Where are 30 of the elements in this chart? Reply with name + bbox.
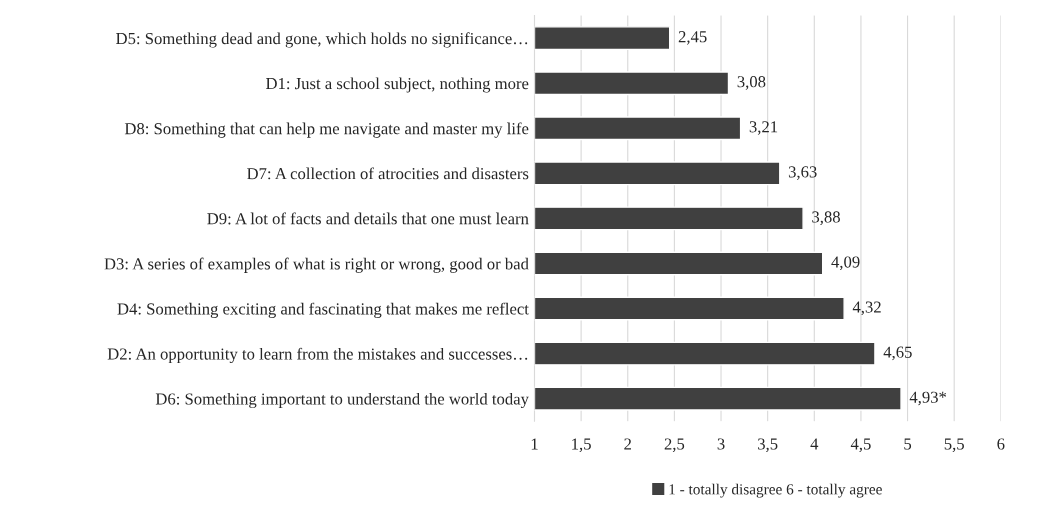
x-tick-label: 2	[624, 438, 631, 450]
data-label: 3,08	[737, 76, 766, 90]
x-tick-label: 1,5	[572, 438, 591, 452]
y-tick-label: D4: Something exciting and fascinating that makes me reflect	[117, 302, 529, 318]
data-label: 3,63	[788, 166, 817, 180]
data-label: 3,21	[749, 121, 778, 135]
data-label: 4,32	[852, 301, 881, 316]
x-tick-label: 4	[810, 438, 819, 450]
legend-label: 1 - totally disagree 6 - totally agree	[669, 483, 882, 498]
x-tick-label: 5,5	[944, 438, 964, 452]
data-label: 3,88	[812, 211, 840, 225]
x-tick-label: 4,5	[850, 438, 871, 452]
data-label: 2,45	[678, 31, 707, 45]
x-tick-label: 3,5	[758, 438, 778, 452]
data-label: 4,93*	[909, 391, 947, 406]
y-tick-label: D2: An opportunity to learn from the mistakes and successes…	[107, 347, 528, 364]
y-tick-label: D1: Just a school subject, nothing more	[266, 77, 529, 93]
y-tick-label: D7: A collection of atrocities and disasters	[247, 167, 529, 180]
x-tick-label: 6	[997, 438, 1005, 450]
x-tick-label: 3	[717, 438, 725, 450]
y-tick-label: D3: A series of examples of what is right or wrong, good or bad	[104, 257, 529, 273]
x-tick-label: 1	[531, 438, 538, 450]
data-label: 4,09	[831, 256, 860, 271]
x-tick-label: 2,5	[664, 438, 685, 452]
y-tick-label: D9: A lot of facts and details that one must learn	[207, 212, 529, 225]
y-tick-label: D6: Something important to understand the world today	[155, 392, 529, 409]
x-tick-label: 5	[904, 438, 912, 450]
data-label: 4,65	[883, 346, 912, 361]
y-tick-label: D5: Something dead and gone, which holds no significance…	[116, 32, 528, 48]
y-tick-label: D8: Something that can help me navigate and master my life	[124, 122, 529, 138]
